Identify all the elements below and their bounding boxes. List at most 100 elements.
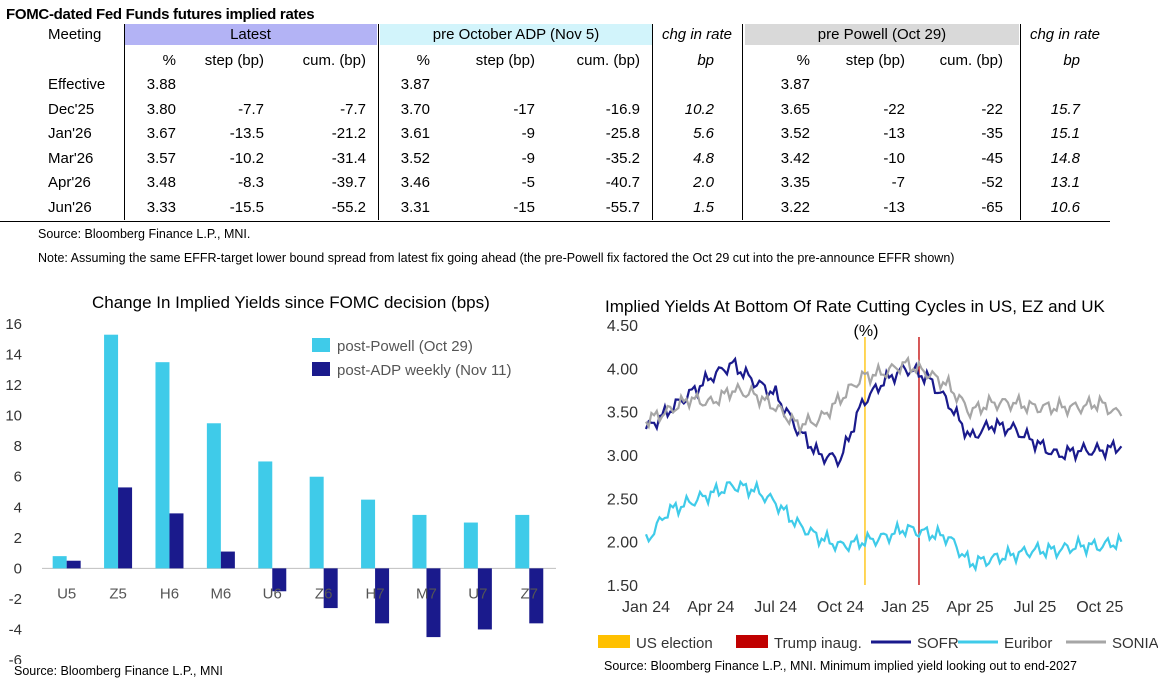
legend-label-1: Trump inaug. bbox=[774, 635, 862, 652]
subheader-6: bp bbox=[697, 52, 714, 69]
table-cell bbox=[174, 74, 264, 96]
bar-y-tick: 8 bbox=[14, 438, 22, 455]
table-cell: 3.33 bbox=[146, 198, 176, 216]
table-cell: 1.5 bbox=[693, 198, 714, 216]
bar-post-adp-U6 bbox=[272, 568, 287, 592]
table-divider bbox=[742, 24, 743, 220]
bar-y-tick: 16 bbox=[5, 316, 22, 333]
table-cell: -22 bbox=[883, 100, 905, 118]
line-x-tick: Apr 24 bbox=[687, 599, 734, 616]
table-cell: 4.8 bbox=[693, 149, 714, 167]
bar-x-tick: U7 bbox=[468, 585, 487, 602]
table-cell: -55.2 bbox=[331, 198, 366, 216]
table-note: Note: Assuming the same EFFR-target lowe… bbox=[38, 251, 955, 265]
bar-chart-source: Source: Bloomberg Finance L.P., MNI bbox=[14, 664, 223, 678]
table-cell: -9 bbox=[521, 149, 535, 167]
header-meeting: Meeting bbox=[48, 26, 102, 43]
table-cell: -10.2 bbox=[229, 149, 264, 167]
table-cell: 3.57 bbox=[146, 149, 176, 167]
table-cell: -55.7 bbox=[605, 198, 640, 216]
bar-post-adp-H7 bbox=[375, 568, 390, 624]
subheader-9: cum. (bp) bbox=[939, 52, 1003, 69]
table-cell: 10.2 bbox=[684, 100, 714, 118]
bar-post-adp-Z6 bbox=[323, 568, 338, 609]
line-y-tick: 2.00 bbox=[607, 535, 638, 552]
bar-post-adp-H6 bbox=[169, 513, 184, 569]
table-cell: 10.6 bbox=[1050, 198, 1080, 216]
table-cell: -45 bbox=[981, 149, 1003, 167]
table-cell: -21.2 bbox=[331, 125, 366, 142]
table-cell: 3.70 bbox=[400, 100, 430, 118]
table-cell: -31.4 bbox=[331, 149, 366, 167]
table-cell: -39.7 bbox=[331, 174, 366, 191]
table-cell: 3.87 bbox=[400, 76, 430, 93]
row-label: Jun'26 bbox=[48, 198, 92, 216]
bar-chart-title: Change In Implied Yields since FOMC deci… bbox=[92, 293, 490, 312]
table-cell: 3.52 bbox=[780, 125, 810, 142]
table-cell: -65 bbox=[981, 198, 1003, 216]
bar-chart: -6 -4 -2 0 2 4 6 8 10 12 14 16 U5 Z5 H6 M6 U6 Z6 H7 M7 U7 Z7 p… bbox=[5, 316, 556, 664]
table-divider bbox=[1020, 24, 1021, 220]
line-y-tick: 4.00 bbox=[607, 361, 638, 378]
subheader-2: cum. (bp) bbox=[302, 52, 366, 69]
bar-y-tick: 4 bbox=[14, 499, 22, 516]
line-y-tick: 3.00 bbox=[607, 448, 638, 465]
table-cell: 3.80 bbox=[146, 100, 176, 118]
line-x-tick: Jul 24 bbox=[754, 599, 797, 616]
table-cell: -16.9 bbox=[605, 100, 640, 118]
legend-label-2: SOFR bbox=[917, 635, 959, 652]
bar-y-tick: 14 bbox=[5, 347, 22, 364]
bar-post-powell-M6 bbox=[206, 423, 221, 569]
bar-y-tick: 10 bbox=[5, 408, 22, 425]
table-cell: -15 bbox=[513, 198, 535, 216]
bar-post-powell-U7 bbox=[463, 522, 478, 569]
table-cell: -5 bbox=[521, 174, 535, 191]
table-cell: 15.7 bbox=[1050, 100, 1080, 118]
bar-post-adp-Z7 bbox=[529, 568, 544, 624]
series-line-euribor bbox=[644, 479, 1123, 573]
row-label: Apr'26 bbox=[48, 174, 91, 191]
table-bottom-rule bbox=[0, 221, 1110, 222]
line-chart-source: Source: Bloomberg Finance L.P., MNI. Min… bbox=[604, 659, 1077, 673]
legend-swatch-0 bbox=[312, 338, 330, 352]
table-cell: -22 bbox=[981, 100, 1003, 118]
bar-x-tick: Z5 bbox=[109, 585, 127, 602]
bar-y-tick: 12 bbox=[5, 377, 22, 394]
line-chart: 1.50 2.00 2.50 3.00 3.50 4.00 4.50 (%) Jan 24 Apr… bbox=[598, 318, 1158, 652]
bar-post-adp-M6 bbox=[220, 551, 235, 569]
table-cell: 3.31 bbox=[400, 198, 430, 216]
table-cell: -13 bbox=[883, 125, 905, 142]
bar-y-tick: -2 bbox=[9, 591, 22, 608]
table-cell: 15.1 bbox=[1050, 125, 1080, 142]
legend-label-0: post-Powell (Oct 29) bbox=[337, 338, 473, 355]
table-cell: -40.7 bbox=[605, 174, 640, 191]
table-cell: 3.65 bbox=[780, 100, 810, 118]
table-cell: 5.6 bbox=[693, 125, 714, 142]
subheader-7: % bbox=[796, 52, 810, 69]
bar-x-tick: Z6 bbox=[315, 585, 333, 602]
table-cell: 3.48 bbox=[146, 174, 176, 191]
table-cell: 13.1 bbox=[1050, 174, 1080, 191]
bar-x-tick: M7 bbox=[416, 585, 437, 602]
table-cell: 3.42 bbox=[780, 149, 810, 167]
table-cell: 2.0 bbox=[693, 174, 714, 191]
table-cell: -9 bbox=[521, 125, 535, 142]
bar-x-tick: H6 bbox=[160, 585, 179, 602]
line-x-tick: Apr 25 bbox=[947, 599, 994, 616]
bar-post-powell-M7 bbox=[412, 514, 427, 569]
table-divider bbox=[124, 24, 125, 220]
legend-label-4: SONIA bbox=[1112, 635, 1158, 652]
line-y-tick: 4.50 bbox=[607, 318, 638, 335]
series-line-sonia bbox=[645, 355, 1123, 437]
line-y-tick: 2.50 bbox=[607, 491, 638, 508]
bar-post-adp-U5 bbox=[66, 560, 81, 569]
table-title: FOMC-dated Fed Funds futures implied rat… bbox=[6, 6, 315, 23]
series-line-sofr bbox=[644, 356, 1123, 469]
bar-post-powell-Z5 bbox=[104, 334, 119, 569]
bar-x-tick: H7 bbox=[365, 585, 384, 602]
bar-y-tick: 6 bbox=[14, 469, 22, 486]
table-cell bbox=[445, 74, 535, 96]
table-cell bbox=[990, 74, 1080, 96]
subheader-1: step (bp) bbox=[204, 52, 264, 69]
table-cell bbox=[815, 74, 905, 96]
